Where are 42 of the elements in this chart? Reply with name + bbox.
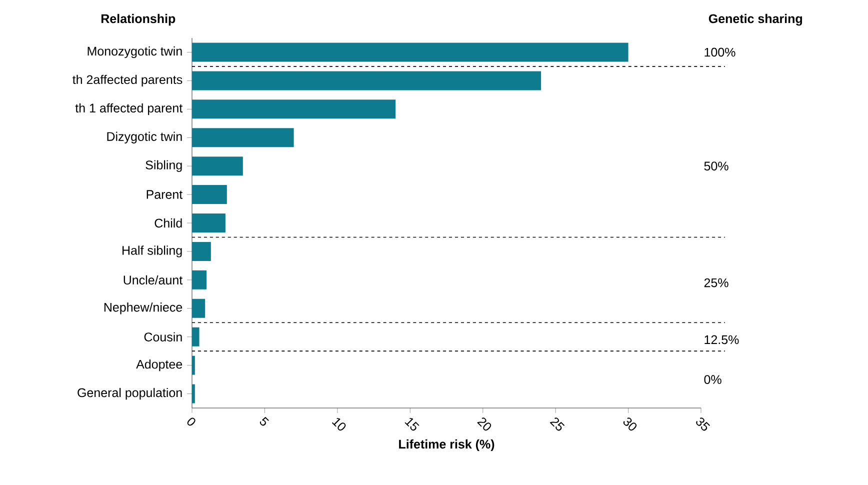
y-tick-label: Uncle/aunt [124, 275, 183, 285]
text: 50% [704, 162, 728, 171]
y-tick-label: Adoptee [136, 359, 182, 372]
bar [192, 156, 243, 176]
text: Genetic sharing [708, 14, 802, 26]
y-tick-label: Sibling [146, 160, 182, 172]
bar [192, 327, 200, 346]
y-axis-title: Relationship [101, 14, 176, 26]
bar [192, 71, 542, 90]
x-tick-label: 20 [477, 418, 492, 431]
bar [192, 100, 396, 119]
text: 25% [704, 278, 728, 288]
x-tick-label: 30 [623, 418, 637, 431]
x-axis-title: Lifetime risk (%) [399, 439, 494, 452]
bar [192, 185, 227, 204]
bar [192, 384, 195, 404]
y-tick-label: Monozygotic twin [88, 46, 182, 58]
bar [192, 270, 207, 290]
x-tick-label: 15 [404, 418, 420, 431]
y-tick-label: Cousin [144, 332, 182, 342]
x-tick-label: 10 [332, 418, 346, 431]
x-tick-label: 35 [696, 418, 710, 431]
y-tick-label: Half sibling [122, 246, 182, 258]
bar [192, 298, 206, 318]
text: 100% [704, 48, 736, 57]
bar [192, 42, 628, 62]
text: 12.5% [704, 335, 739, 344]
bar [192, 242, 211, 261]
bar [192, 128, 294, 148]
y-tick-label: th 1 affected parent [75, 103, 183, 115]
y-tick-label: General population [78, 388, 182, 400]
bar [192, 356, 195, 375]
y-tick-label: Child [154, 218, 182, 228]
bar [192, 214, 226, 233]
text: 0% [704, 375, 722, 384]
y-tick-label: Dizygotic twin [107, 132, 182, 144]
y-tick-label: Nephew/niece [104, 302, 182, 314]
y-tick-label: th 2affected parents [72, 74, 182, 87]
y-tick-label: Parent [146, 190, 183, 199]
x-tick-label: 5 [260, 416, 269, 426]
x-tick-label: 0 [187, 418, 196, 426]
x-tick-label: 25 [550, 418, 565, 431]
